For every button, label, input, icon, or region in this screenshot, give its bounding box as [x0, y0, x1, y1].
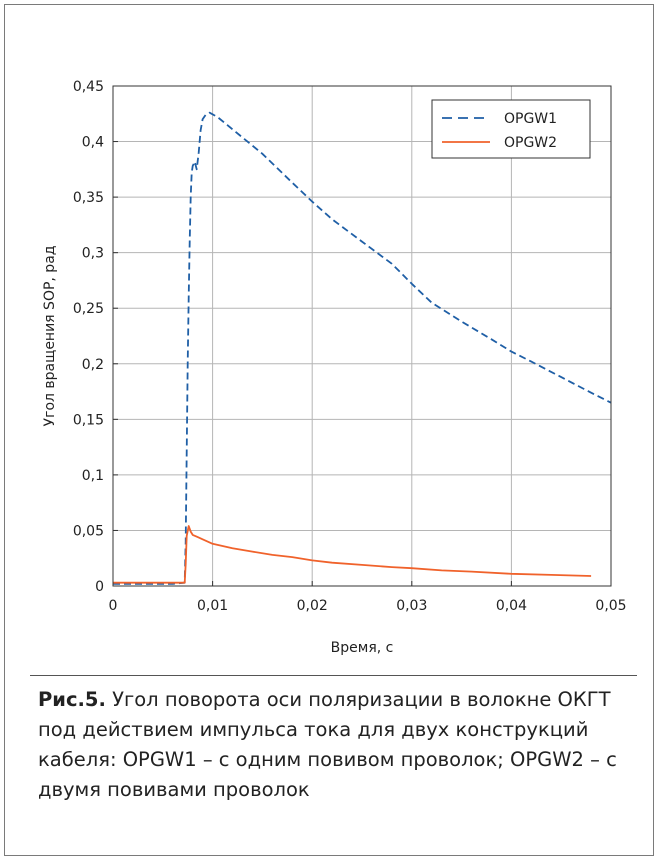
y-tick-label: 0,05	[73, 523, 104, 539]
plot-area	[113, 86, 611, 586]
y-tick-label: 0,15	[73, 412, 104, 428]
x-axis-title: Время, с	[331, 640, 394, 656]
y-tick-label: 0,3	[82, 246, 104, 262]
y-tick-label: 0,4	[82, 135, 104, 151]
y-tick-label: 0,1	[82, 468, 104, 484]
x-tick-label: 0,03	[396, 598, 427, 614]
legend-label-opgw2: OPGW2	[504, 135, 557, 151]
caption-divider	[30, 675, 637, 676]
x-tick-label: 0	[109, 598, 118, 614]
series-line-opgw2	[113, 525, 592, 584]
x-tick-label: 0,02	[297, 598, 328, 614]
y-axis-title: Угол вращения SOP, рад	[42, 246, 58, 427]
caption-label: Рис.5.	[38, 688, 106, 711]
y-tick-label: 0	[95, 579, 104, 595]
x-tick-label: 0,01	[197, 598, 228, 614]
legend-box	[431, 99, 591, 159]
x-tick-label: 0,05	[595, 598, 626, 614]
x-tick-label: 0,04	[496, 598, 527, 614]
figure-caption: Рис.5. Угол поворота оси поляризации в в…	[38, 685, 634, 805]
y-tick-label: 0,2	[82, 357, 104, 373]
y-tick-label: 0,35	[73, 190, 104, 206]
y-tick-label: 0,25	[73, 301, 104, 317]
caption-text: Угол поворота оси поляризации в волокне …	[38, 688, 617, 801]
sop-rotation-chart: 0 0,01 0,02 0,03 0,04 0,05 0 0,05 0,1 0,15 0,2 0,25…	[42, 79, 627, 656]
plot-border	[112, 85, 612, 587]
legend-label-opgw1: OPGW1	[504, 111, 557, 127]
y-tick-label: 0,45	[73, 79, 104, 95]
series-line-opgw1	[113, 111, 612, 585]
